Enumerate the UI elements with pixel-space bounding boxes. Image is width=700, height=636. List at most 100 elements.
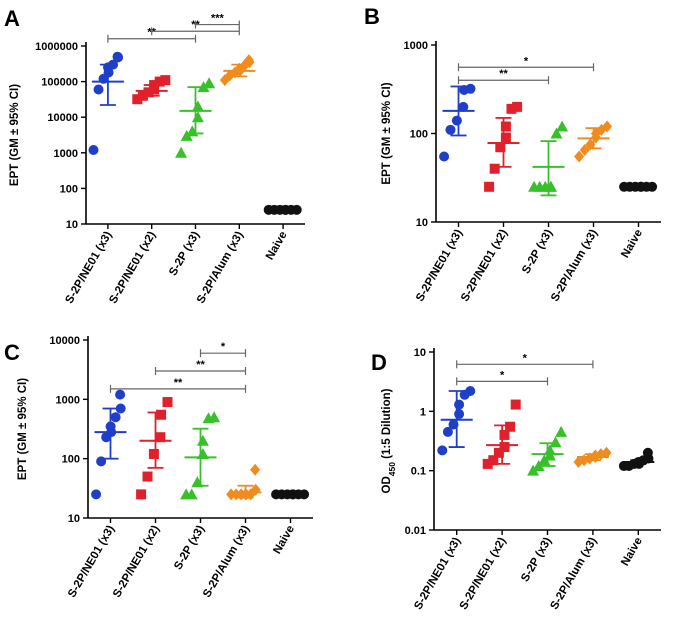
data-point [162, 397, 173, 408]
data-point [499, 442, 510, 453]
x-tick-label: Naive [264, 230, 290, 263]
data-point [555, 425, 568, 437]
panel-label: B [364, 4, 380, 29]
series-2 [180, 411, 221, 500]
series-4 [618, 447, 655, 471]
x-tick-label: S-2P/NE01 (x2) [459, 227, 510, 303]
data-point [112, 51, 123, 62]
data-point [601, 446, 612, 459]
significance-bracket: ** [457, 68, 550, 85]
data-point [154, 76, 165, 87]
x-tick-label: S-2P/NE01 (x3) [64, 229, 115, 305]
significance-bracket: * [456, 352, 594, 369]
series-3 [573, 446, 612, 468]
y-tick-label: 0.01 [405, 525, 426, 537]
series-3 [226, 463, 262, 501]
series-1 [136, 397, 173, 500]
series-4 [271, 489, 310, 500]
data-point [156, 409, 167, 420]
data-point [482, 458, 493, 469]
panel-c: C 10 100 1000 10000 EPT (GM ± 95% CI) S-2P/NE0… [4, 335, 313, 600]
data-point [465, 386, 476, 397]
y-tick-label: 10 [66, 219, 78, 231]
series-1 [132, 75, 171, 105]
data-point [500, 121, 511, 132]
series-4 [619, 181, 658, 192]
x-tick-label: S-2P (x3) [172, 523, 207, 572]
y-axis-title: OD450 (1:5 Dilution) [381, 388, 397, 493]
y-tick-label: 100 [60, 183, 78, 195]
data-point [160, 75, 171, 86]
data-point [191, 111, 204, 123]
significance-label: * [221, 341, 226, 353]
y-tick-label: 100000 [41, 77, 78, 89]
y-tick-label: 10 [416, 217, 428, 229]
data-point [243, 54, 254, 67]
data-point [143, 87, 154, 98]
y-tick-label: 1000 [54, 148, 78, 160]
data-point [484, 181, 495, 192]
y-tick-label: 1000000 [35, 41, 78, 53]
data-point [180, 129, 193, 141]
series-2 [175, 77, 216, 158]
y-axis-title: EPT (GM ± 95% CI) [17, 378, 29, 480]
data-point [458, 101, 469, 112]
y-tick-label: 1 [420, 406, 426, 418]
y-axis-title: EPT (GM ± 95% CI) [9, 84, 21, 186]
series-1 [482, 399, 521, 469]
significance-bracket: * [456, 369, 549, 386]
data-point [226, 488, 237, 501]
panel-a: A 10 100 1000 10000 100000 1000000 EPT (GM ± 95… [4, 6, 305, 306]
data-point [186, 125, 199, 137]
data-point [499, 429, 510, 440]
panel-d: D 0.01 0.1 1 10 OD450 (1:5 Dilution) S-2P/NE01… [371, 347, 661, 612]
data-point [155, 432, 166, 443]
y-tick-label: 10 [68, 513, 80, 525]
data-point [196, 434, 209, 446]
significance-label: * [524, 55, 529, 67]
x-tick-label: S-2P/NE01 (x3) [414, 227, 465, 303]
x-tick-label: S-2P/Alum (x3) [549, 227, 600, 303]
data-point [579, 144, 590, 157]
x-tick-label: S-2P (x3) [167, 229, 202, 278]
significance-label: ** [174, 377, 183, 389]
data-point [500, 132, 511, 143]
data-point [439, 151, 450, 162]
y-tick-label: 0.1 [411, 466, 426, 478]
data-point [506, 103, 517, 114]
data-point [115, 389, 126, 400]
data-point [91, 489, 102, 500]
series-4 [263, 204, 302, 215]
x-tick-label: S-2P/NE01 (x2) [111, 523, 162, 599]
data-point [642, 447, 653, 458]
data-point [175, 146, 188, 158]
y-tick-label: 10000 [49, 335, 80, 347]
y-axis-title: EPT (GM ± 95% CI) [381, 82, 393, 184]
data-point [437, 445, 448, 456]
data-point [602, 120, 613, 133]
significance-label: *** [211, 13, 225, 25]
panel-label: A [4, 6, 20, 31]
data-point [185, 488, 198, 500]
data-point [191, 100, 204, 112]
data-point [142, 471, 153, 482]
data-point [110, 412, 121, 423]
significance-bracket: ** [109, 377, 247, 393]
data-point [549, 436, 562, 448]
x-tick-label: Naive [619, 536, 645, 569]
data-point [203, 77, 216, 89]
data-point [532, 459, 545, 471]
data-point [495, 142, 506, 153]
data-point [465, 83, 476, 94]
x-tick-label: S-2P/Alum (x3) [201, 523, 252, 599]
data-point [489, 163, 500, 174]
data-point [493, 447, 504, 458]
y-tick-label: 10 [414, 347, 426, 359]
series-0 [91, 389, 127, 500]
panel-label: C [4, 340, 20, 365]
y-tick-label: 10000 [47, 112, 78, 124]
significance-label: ** [196, 359, 205, 371]
data-point [250, 463, 261, 476]
y-tick-label: 1000 [404, 40, 428, 52]
